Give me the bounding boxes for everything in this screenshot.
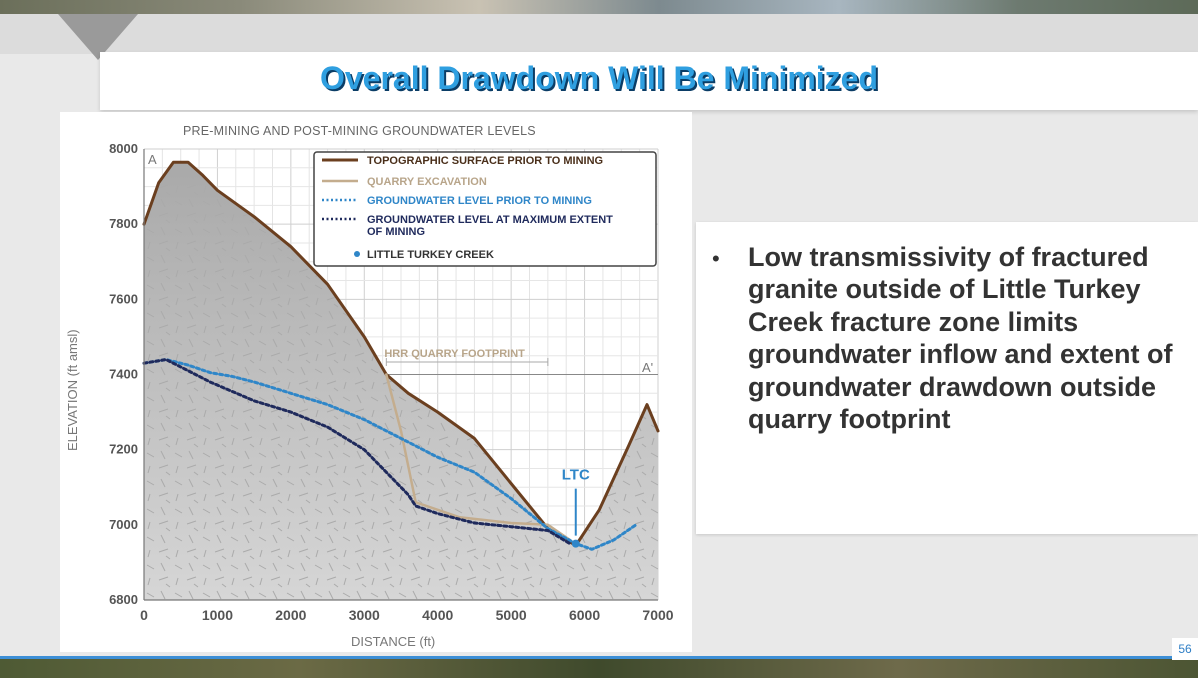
legend-label: GROUNDWATER LEVEL AT MAXIMUM EXTENT OF MI… [367,214,613,238]
ground-pattern [144,162,658,600]
y-tick-label: 6800 [109,592,138,607]
bullet-panel [696,222,1198,534]
title-bar [100,52,1198,110]
ltc-label: LTC [562,467,590,484]
x-tick-label: 7000 [642,607,673,623]
legend-label: TOPOGRAPHIC SURFACE PRIOR TO MINING [367,155,603,167]
slide-title: Overall Drawdown Will Be Minimized [319,60,879,96]
x-tick-label: 3000 [349,607,380,623]
x-tick-label: 2000 [275,607,306,623]
section-end-label: A' [642,360,653,375]
series-group: LTC [142,160,660,551]
footprint-label: HRR QUARRY FOOTPRINT [384,348,525,360]
bullet-text: Low transmissivity of fractured granite … [748,242,1173,434]
legend-label: GROUNDWATER LEVEL PRIOR TO MINING [367,195,592,207]
y-axis-label: ELEVATION (ft amsl) [65,329,80,451]
ltc-point [571,539,580,548]
legend-box [313,151,657,267]
axes: 6800 7000 7200 7400 7600 7800 8000 0 1000 2000 300… [109,141,674,623]
x-tick-label: 4000 [422,607,453,623]
y-tick-label: 7400 [109,367,138,382]
legend: TOPOGRAPHIC SURFACE PRIOR TO MINING QUARR… [313,151,657,267]
groundwater-chart: PRE-MINING AND POST-MINING GROUNDWATER L… [60,112,692,652]
y-tick-label: 7600 [109,291,138,306]
mountain-banner [0,0,1198,16]
x-tick-label: 6000 [569,607,600,623]
y-tick-label: 7000 [109,517,138,532]
groundwater-max-mining-line [142,358,572,546]
x-tick-label: 1000 [202,607,233,623]
legend-label: QUARRY EXCAVATION [367,176,487,188]
section-start-label: A [148,152,157,167]
legend-label: LITTLE TURKEY CREEK [367,249,494,261]
y-tick-label: 7200 [109,442,138,457]
quarry-footprint: HRR QUARRY FOOTPRINT [384,348,549,366]
x-tick-label: 5000 [496,607,527,623]
header-shelf [0,14,1198,54]
grass-strip [0,656,1198,678]
legend-swatch-ltc [354,251,360,257]
chart-title: PRE-MINING AND POST-MINING GROUNDWATER L… [183,124,536,138]
y-tick-label: 7800 [109,216,138,231]
page-number: 56 [1172,638,1198,660]
bullet-marker: • [712,246,720,271]
x-axis-label: DISTANCE (ft) [351,634,435,649]
y-tick-label: 8000 [109,141,138,156]
x-tick-label: 0 [140,607,148,623]
